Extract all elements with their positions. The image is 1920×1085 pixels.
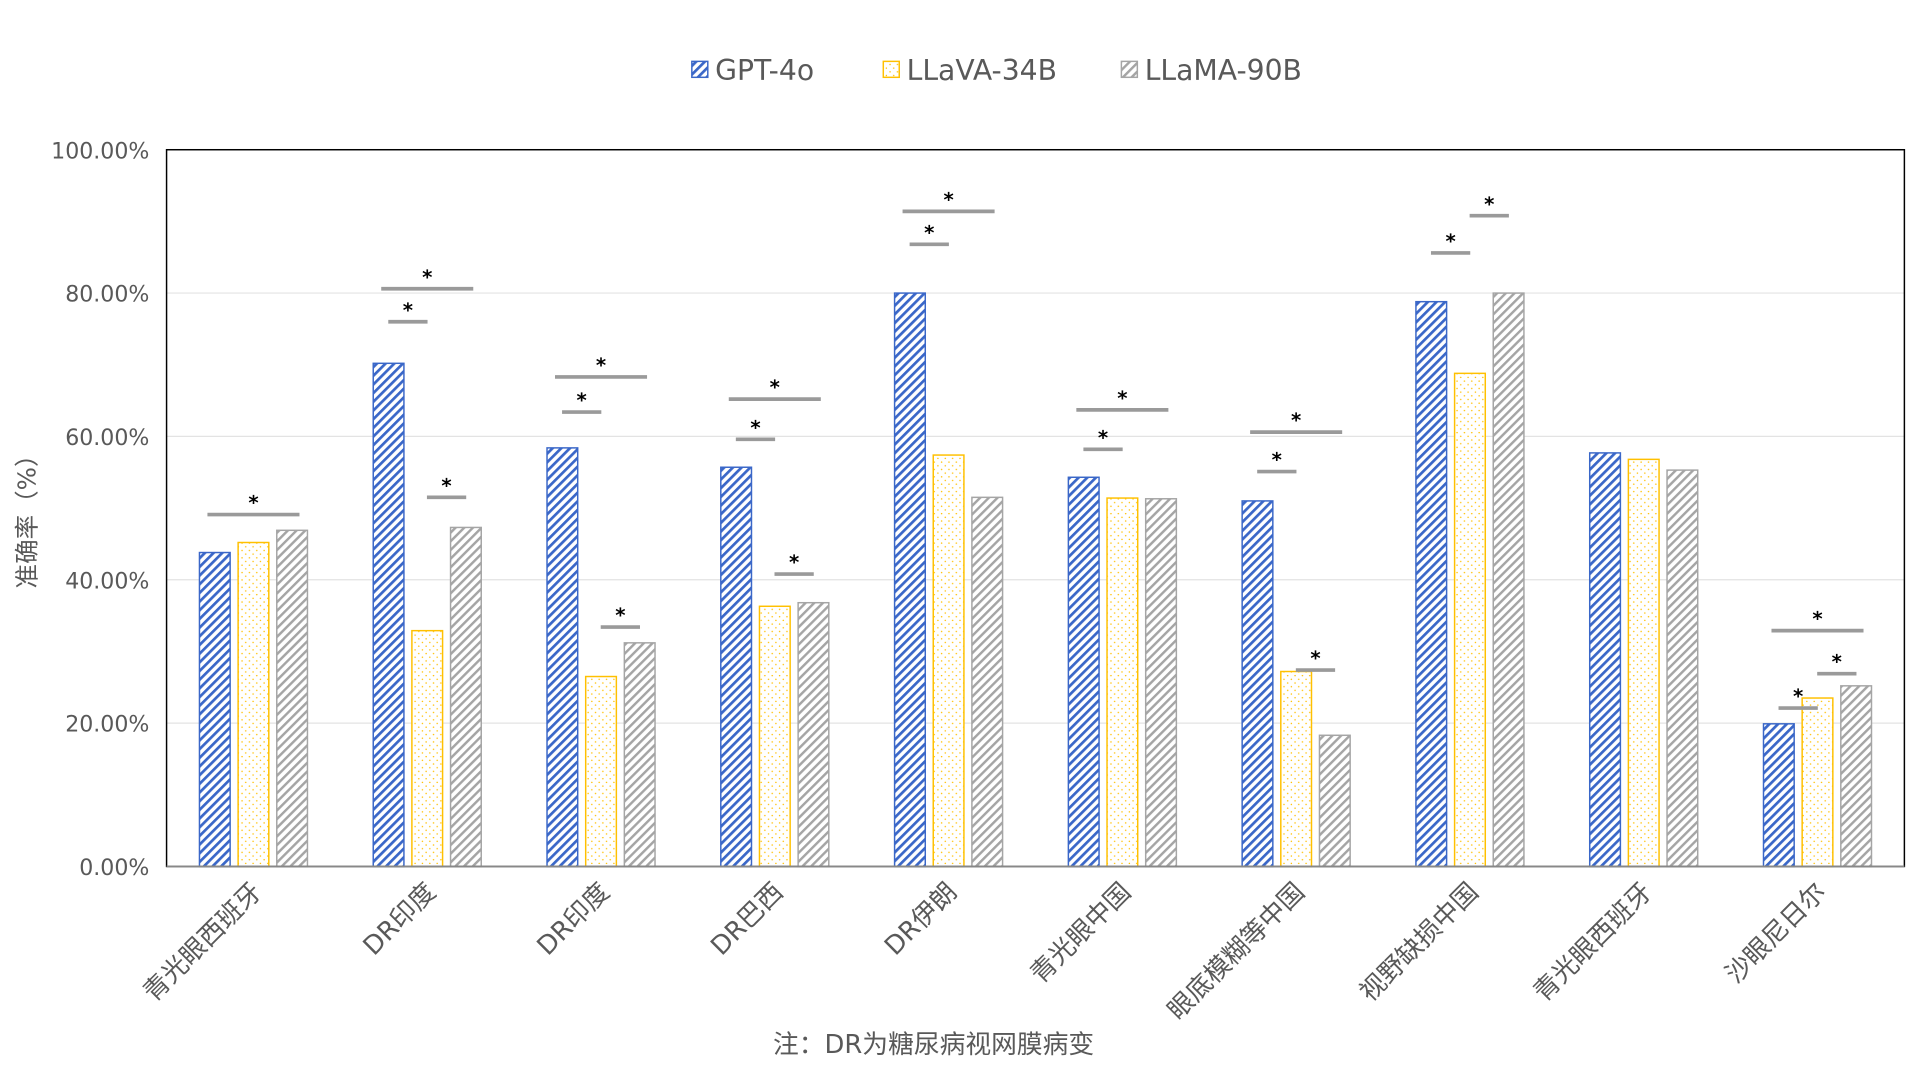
bar-llava-34b: [237, 541, 270, 868]
bar-gpt-4o: [1762, 723, 1795, 868]
x-tick-label: 青光眼西班牙: [1528, 877, 1659, 1008]
significance-star: *: [770, 376, 780, 399]
legend-label: LLaVA-34B: [907, 54, 1057, 87]
significance-star: *: [596, 354, 606, 377]
bar-gpt-4o: [720, 466, 753, 868]
bar-llava-34b: [932, 454, 965, 868]
bar-gpt-4o: [546, 447, 579, 868]
y-tick-label: 60.00%: [65, 425, 149, 451]
x-tick-label: 青光眼中国: [1025, 877, 1137, 989]
bar-llava-34b: [1280, 670, 1313, 868]
significance-star: *: [1812, 608, 1822, 631]
y-tick-label: 0.00%: [79, 855, 149, 881]
bar-gpt-4o: [893, 292, 927, 868]
bar-llama-90b: [797, 601, 830, 868]
y-tick-label: 100.00%: [51, 138, 149, 164]
significance-star: *: [1272, 449, 1282, 472]
y-tick-label: 20.00%: [65, 712, 149, 738]
x-tick-label: DR伊朗: [879, 877, 963, 961]
y-tick-label: 80.00%: [65, 282, 149, 308]
legend-swatch: [1120, 60, 1139, 79]
bar-llama-90b: [1144, 498, 1178, 868]
footnote: 注：DR为糖尿病视网膜病变: [773, 1030, 1094, 1060]
legend-swatch: [882, 60, 900, 79]
y-tick-label: 40.00%: [65, 568, 149, 594]
bar-gpt-4o: [1415, 300, 1448, 868]
significance-star: *: [1117, 387, 1127, 410]
bar-llava-34b: [1627, 458, 1660, 868]
significance-star: *: [1793, 685, 1803, 708]
legend: GPT-4o LLaVA-34B LLaMA-90B: [691, 54, 1302, 87]
significance-star: *: [1291, 409, 1301, 432]
bar-llava-34b: [758, 605, 791, 868]
x-tick-label: 沙眼尼日尔: [1720, 877, 1832, 989]
legend-label: LLaMA-90B: [1145, 54, 1302, 87]
significance-star: *: [615, 604, 625, 627]
bar-llava-34b: [584, 675, 618, 868]
significance-star: *: [750, 416, 760, 439]
y-axis-label: 准确率（%）: [12, 442, 41, 588]
significance-annotations: * * * * * * * * * * * * * * * * * * * * * *: [207, 188, 1864, 710]
significance-star: *: [403, 299, 413, 322]
bar-gpt-4o: [198, 551, 231, 868]
bar-llava-34b: [411, 629, 444, 868]
significance-star: *: [1445, 230, 1455, 253]
significance-star: *: [248, 492, 258, 515]
significance-star: *: [943, 188, 953, 211]
significance-star: *: [1098, 426, 1108, 449]
legend-label: GPT-4o: [715, 54, 814, 87]
x-tick-label: DR印度: [358, 877, 442, 961]
bar-llama-90b: [276, 529, 309, 868]
legend-swatch: [691, 60, 709, 79]
x-tick-label: DR印度: [531, 877, 615, 961]
bar-gpt-4o: [1588, 452, 1622, 868]
significance-star: *: [422, 266, 432, 289]
significance-star: *: [1832, 651, 1842, 674]
bars: [198, 292, 1873, 868]
significance-star: *: [789, 551, 799, 574]
bar-llava-34b: [1106, 497, 1139, 868]
bar-llama-90b: [971, 496, 1004, 868]
significance-star: *: [441, 474, 451, 497]
significance-star: *: [924, 221, 934, 244]
legend-item-llama-90b: LLaMA-90B: [1120, 54, 1302, 87]
x-tick-label: 视野缺损中国: [1354, 877, 1485, 1008]
bar-llama-90b: [623, 642, 656, 868]
significance-star: *: [577, 389, 587, 412]
bar-gpt-4o: [372, 362, 405, 868]
x-tick-label: DR巴西: [705, 877, 789, 961]
bar-gpt-4o: [1241, 500, 1274, 868]
legend-item-gpt-4o: GPT-4o: [691, 54, 814, 87]
bar-llama-90b: [449, 526, 482, 868]
bar-llava-34b: [1801, 697, 1834, 868]
x-tick-label: 青光眼西班牙: [138, 877, 269, 1008]
legend-item-llava-34b: LLaVA-34B: [882, 54, 1057, 87]
bar-llama-90b: [1318, 734, 1351, 868]
bar-llava-34b: [1453, 372, 1487, 868]
bar-llama-90b: [1492, 292, 1525, 868]
bar-llama-90b: [1666, 469, 1699, 868]
bar-gpt-4o: [1067, 476, 1100, 868]
bar-llama-90b: [1840, 685, 1873, 868]
significance-star: *: [1484, 193, 1494, 216]
significance-star: *: [1310, 647, 1320, 670]
x-tick-label: 眼底模糊等中国: [1162, 877, 1311, 1026]
